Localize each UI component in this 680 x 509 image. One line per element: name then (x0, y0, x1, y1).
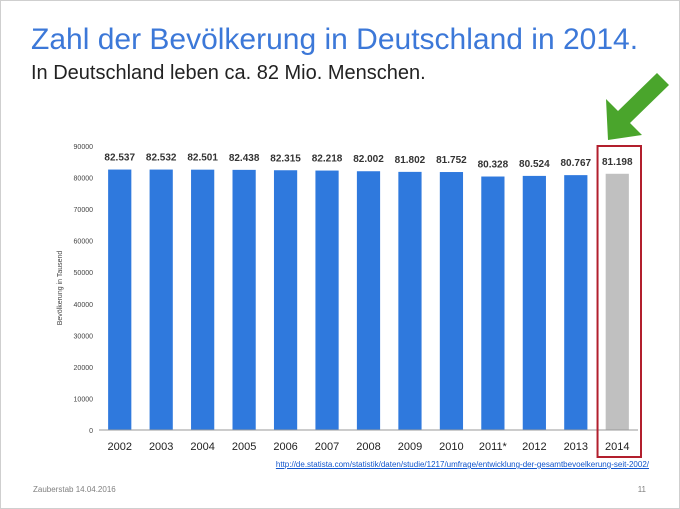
y-axis: 0 10000 20000 30000 40000 50000 60000 70000 8000… (57, 144, 93, 435)
bar (191, 169, 215, 430)
bar (315, 170, 339, 431)
x-tick-label: 2013 (564, 441, 588, 453)
x-tick-label: 2003 (149, 441, 173, 453)
x-tick-label: 2011* (479, 441, 508, 453)
data-label: 81.198 (602, 157, 633, 168)
slide-subtitle: In Deutschland leben ca. 82 Mio. Mensche… (31, 62, 426, 84)
bar (605, 173, 629, 430)
data-label: 80.328 (478, 160, 509, 171)
bar (481, 176, 505, 430)
bar (356, 171, 381, 430)
data-label: 82.438 (229, 153, 260, 164)
data-label: 82.532 (146, 153, 177, 164)
y-tick-label: 10000 (74, 396, 94, 403)
bar (398, 171, 422, 430)
x-tick-label: 2008 (356, 441, 380, 453)
y-tick-label: 90000 (74, 144, 94, 151)
highlight-group (596, 73, 669, 458)
y-tick-label: 70000 (74, 207, 94, 214)
bar (149, 169, 173, 431)
data-label: 82.501 (187, 153, 218, 164)
x-tick-label: 2004 (190, 441, 214, 453)
x-tick-label: 2010 (439, 441, 463, 453)
data-label: 82.537 (104, 153, 135, 164)
footer-author-date: Zauberstab 14.04.2016 (33, 485, 116, 494)
x-tick-label: 2014 (605, 441, 629, 453)
y-tick-label: 60000 (74, 239, 94, 246)
y-axis-label: Bevölkerung in Tausend (57, 251, 64, 326)
bars: 82.537 82.532 82.501 82.438 82.315 82.218 82.0… (104, 153, 633, 431)
data-label: 81.752 (436, 155, 467, 166)
bar (522, 175, 546, 430)
slide-title: Zahl der Bevölkerung in Deutschland in 2… (31, 23, 639, 56)
bar (232, 169, 256, 430)
bar (108, 169, 132, 430)
x-tick-label: 2005 (232, 441, 256, 453)
y-tick-label: 50000 (74, 270, 94, 277)
data-label: 82.002 (353, 154, 384, 165)
arrow-icon (606, 73, 669, 140)
x-tick-label: 2009 (398, 441, 422, 453)
data-label: 82.315 (270, 153, 301, 164)
x-tick-label: 2006 (273, 441, 297, 453)
y-tick-label: 0 (89, 428, 93, 435)
source-link[interactable]: http://de.statista.com/statistik/daten/s… (275, 460, 649, 469)
y-tick-label: 30000 (74, 333, 94, 340)
bar (439, 172, 464, 430)
data-label: 80.767 (561, 158, 592, 169)
bar (273, 170, 298, 431)
data-label: 81.802 (395, 155, 426, 166)
x-tick-label: 2007 (315, 441, 339, 453)
x-tick-label: 2012 (522, 441, 546, 453)
data-label: 80.524 (519, 159, 550, 170)
data-label: 82.218 (312, 154, 343, 165)
x-tick-label: 2002 (107, 441, 131, 453)
x-axis: 2002 2003 2004 2005 2006 2007 2008 2009 2010 2011… (99, 429, 638, 453)
y-tick-label: 20000 (74, 365, 94, 372)
page-number: 11 (637, 485, 646, 494)
y-tick-label: 40000 (74, 302, 94, 309)
bar (564, 175, 588, 430)
highlight-box (596, 145, 642, 458)
y-tick-label: 80000 (74, 176, 94, 183)
